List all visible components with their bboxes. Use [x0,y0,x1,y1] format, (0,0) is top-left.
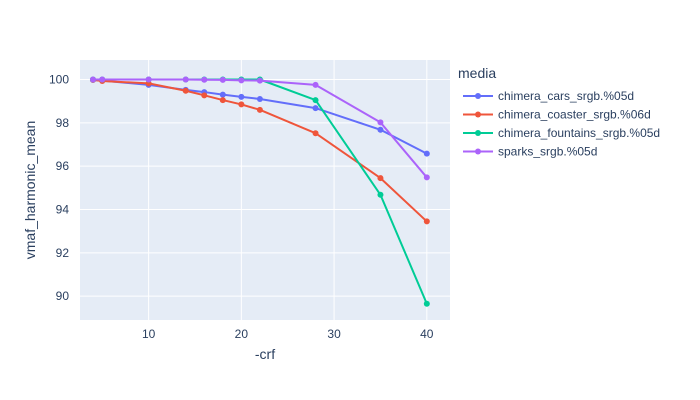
x-tick-label: 30 [327,327,341,341]
y-tick-label: 98 [56,116,70,130]
legend-item[interactable]: chimera_fountains_srgb.%05d [463,126,660,140]
data-point[interactable] [312,105,319,112]
x-tick-label: 10 [142,327,156,341]
y-tick-label: 96 [56,159,70,173]
data-point[interactable] [256,106,263,113]
y-tick-label: 100 [49,73,69,87]
y-axis-title: vmaf_harmonic_mean [22,121,38,260]
legend-label: chimera_cars_srgb.%05d [498,89,634,103]
data-point[interactable] [238,101,245,108]
legend-swatch-marker [475,93,481,99]
data-point[interactable] [312,97,319,104]
data-point[interactable] [219,91,226,98]
data-point[interactable] [238,93,245,100]
data-point[interactable] [423,300,430,307]
data-point[interactable] [423,218,430,225]
data-point[interactable] [377,119,384,126]
legend-label: chimera_fountains_srgb.%05d [498,126,660,140]
x-tick-label: 20 [235,327,249,341]
data-point[interactable] [201,76,208,83]
series-2 [89,76,430,225]
data-point[interactable] [377,126,384,133]
series-layer [89,76,430,307]
legend-items[interactable]: chimera_cars_srgb.%05d chimera_coaster_sr… [463,89,660,159]
data-point[interactable] [423,150,430,157]
x-axis-ticks: 10 20 30 40 [142,327,434,341]
data-point[interactable] [377,191,384,198]
x-tick-label: 40 [420,327,434,341]
data-point[interactable] [219,97,226,104]
series-4 [89,76,430,181]
data-point[interactable] [312,81,319,88]
data-point[interactable] [201,92,208,99]
y-tick-label: 90 [56,289,70,303]
legend-swatch-marker [475,130,481,136]
data-point[interactable] [256,77,263,84]
data-point[interactable] [423,174,430,181]
plot-area [80,60,450,320]
data-point[interactable] [89,76,96,83]
legend-title: media [458,65,496,81]
x-axis-title: -crf [255,346,275,362]
data-point[interactable] [238,77,245,84]
data-point[interactable] [377,175,384,182]
legend-label: chimera_coaster_srgb.%06d [498,108,651,122]
y-axis-ticks: 90 92 94 96 98 100 [49,73,69,304]
data-point[interactable] [145,76,152,83]
data-point[interactable] [219,76,226,83]
legend-swatch-marker [475,111,481,118]
gridlines [80,60,450,320]
y-tick-label: 94 [56,203,70,217]
legend-item[interactable]: sparks_srgb.%05d [463,145,597,159]
legend-label: sparks_srgb.%05d [498,145,597,159]
data-point[interactable] [256,96,263,102]
data-point[interactable] [312,130,319,137]
legend-item[interactable]: chimera_coaster_srgb.%06d [463,108,651,122]
legend[interactable]: media chimera_cars_srgb.%05d chimera_coas… [458,65,660,159]
legend-swatch-marker [475,148,481,155]
data-point[interactable] [99,76,106,83]
data-point[interactable] [182,76,189,83]
legend-item[interactable]: chimera_cars_srgb.%05d [463,89,634,103]
data-point[interactable] [182,87,189,94]
y-tick-label: 92 [56,246,70,260]
